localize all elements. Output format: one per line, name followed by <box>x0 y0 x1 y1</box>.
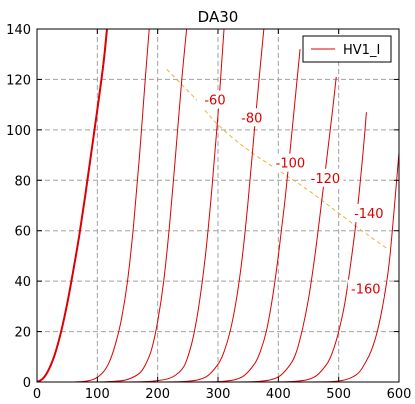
x-tick-label: 400 <box>266 387 291 402</box>
grid <box>37 29 399 382</box>
annotation-background <box>347 279 384 298</box>
curve-annotation: -160 <box>351 283 381 298</box>
annotations: -60 -80 -100 -120 -140 -160 <box>196 90 387 298</box>
annotation-background <box>233 108 270 127</box>
curve-annotation: -120 <box>311 172 341 187</box>
legend-label: HV1_I <box>343 43 380 58</box>
x-tick-label: 0 <box>33 387 41 402</box>
series-line <box>302 152 399 382</box>
curve-annotation: -140 <box>354 207 384 222</box>
y-tick-label: 0 <box>23 376 31 391</box>
annotation-background <box>307 168 344 187</box>
x-tick-label: 600 <box>387 387 412 402</box>
y-tick-label: 120 <box>6 73 31 88</box>
annotation-background <box>272 153 309 172</box>
legend: HV1_I <box>302 35 392 63</box>
series-line <box>230 76 337 382</box>
x-tick-label: 100 <box>85 387 110 402</box>
series-line <box>193 49 301 382</box>
curve-annotation: -100 <box>276 157 306 172</box>
curve-annotation: -60 <box>204 94 225 109</box>
series-line <box>73 29 150 382</box>
y-tick-label: 60 <box>14 225 31 240</box>
y-tick-label: 20 <box>14 326 31 341</box>
ticks: 0 100 200 300 400 500 600 0 20 40 60 80 100 120 140 <box>6 23 411 402</box>
series-line <box>97 29 188 382</box>
annotation-background <box>350 204 387 223</box>
x-tick-label: 500 <box>326 387 351 402</box>
curve-annotation: -80 <box>241 111 262 126</box>
x-tick-label: 200 <box>145 387 170 402</box>
series-line <box>37 29 108 382</box>
x-tick-label: 300 <box>206 387 231 402</box>
annotation-background <box>196 90 233 109</box>
y-tick-label: 140 <box>6 23 31 38</box>
chart-title: DA30 <box>198 8 239 26</box>
y-tick-label: 80 <box>14 174 31 189</box>
series-line <box>127 29 225 382</box>
y-tick-label: 40 <box>14 275 31 290</box>
series-line <box>266 112 367 382</box>
y-tick-label: 100 <box>6 124 31 139</box>
